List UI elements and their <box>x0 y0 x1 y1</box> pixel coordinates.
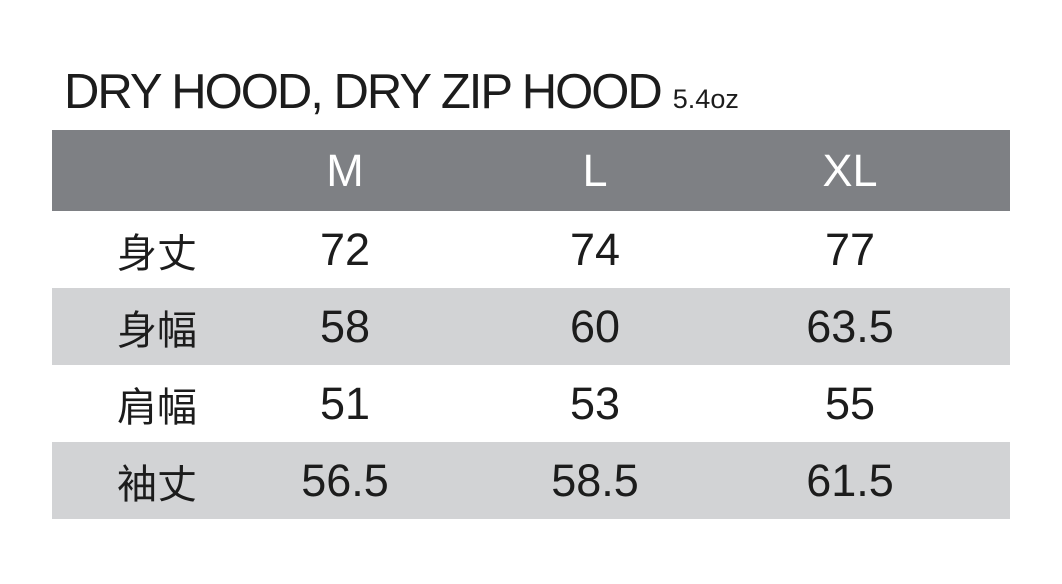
header-row: M L XL <box>52 130 1010 211</box>
cell-body-width-l: 60 <box>569 300 621 352</box>
page-title: DRY HOOD, DRY ZIP HOOD 5.4oz <box>64 64 739 120</box>
size-chart-table: M L XL 身丈 72 74 77 身幅 58 60 63.5 肩幅 51 5… <box>52 130 1010 519</box>
row-label-shoulder-width: 肩幅 <box>117 385 197 430</box>
header-cell-size-m: M <box>220 130 470 211</box>
row-label-sleeve-length: 袖丈 <box>117 462 197 507</box>
header-cell-size-l: L <box>470 130 720 211</box>
header-cell-measurement <box>52 130 220 211</box>
product-title: DRY HOOD, DRY ZIP HOOD <box>64 65 663 119</box>
table-row-shoulder-width: 肩幅 51 53 55 <box>52 365 1010 442</box>
header-cell-size-xl: XL <box>720 130 1010 211</box>
cell-sleeve-length-xl: 61.5 <box>806 454 894 506</box>
table-row-sleeve-length: 袖丈 56.5 58.5 61.5 <box>52 442 1010 519</box>
cell-shoulder-width-m: 51 <box>319 377 371 429</box>
cell-body-length-m: 72 <box>319 223 371 275</box>
cell-sleeve-length-l: 58.5 <box>551 454 639 506</box>
table-row-body-width: 身幅 58 60 63.5 <box>52 288 1010 365</box>
cell-body-length-xl: 77 <box>824 223 876 275</box>
cell-body-width-xl: 63.5 <box>806 300 894 352</box>
cell-sleeve-length-m: 56.5 <box>301 454 389 506</box>
row-label-body-width: 身幅 <box>117 308 197 353</box>
fabric-weight-label: 5.4oz <box>672 84 739 114</box>
cell-shoulder-width-xl: 55 <box>824 377 876 429</box>
cell-shoulder-width-l: 53 <box>569 377 621 429</box>
table-row-body-length: 身丈 72 74 77 <box>52 211 1010 288</box>
cell-body-length-l: 74 <box>569 223 621 275</box>
row-label-body-length: 身丈 <box>117 231 197 276</box>
cell-body-width-m: 58 <box>319 300 371 352</box>
